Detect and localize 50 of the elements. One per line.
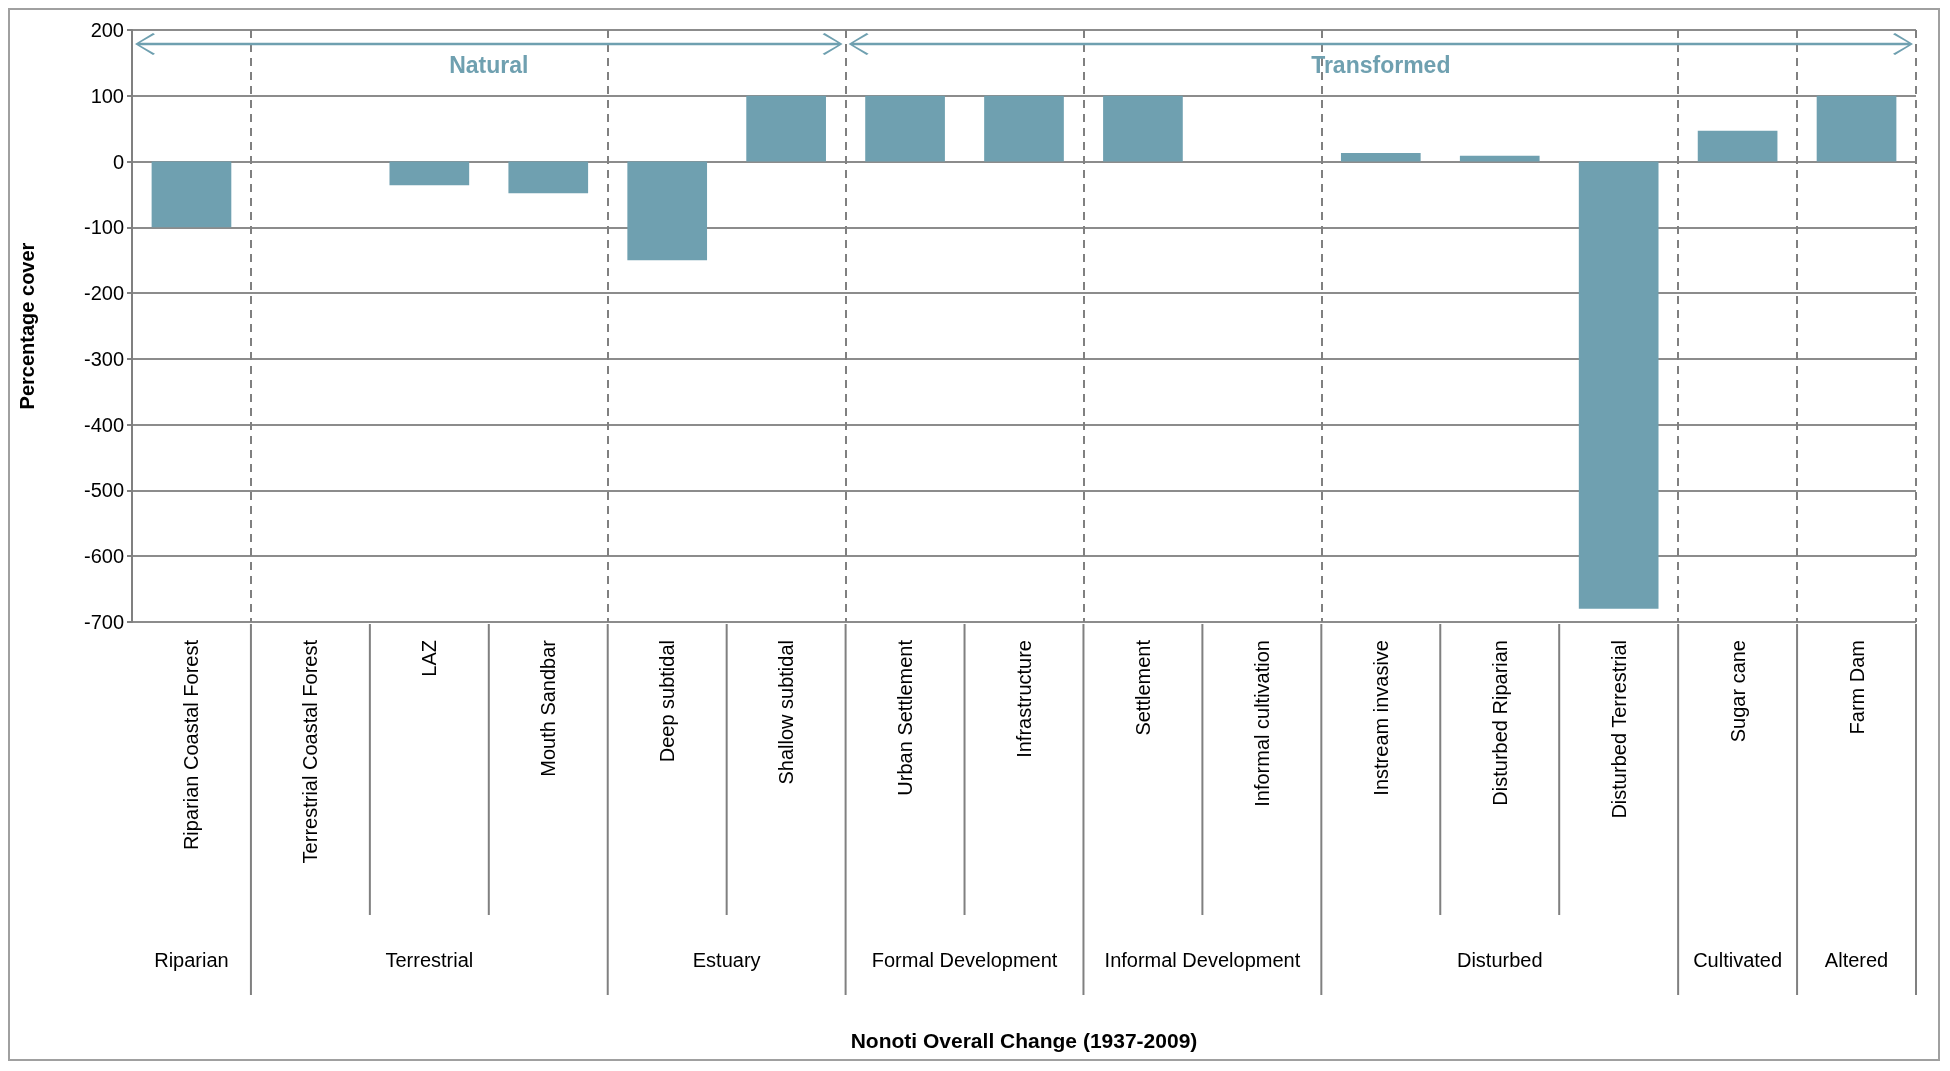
bar (984, 95, 1064, 162)
x-tick-label: Farm Dam (1845, 640, 1868, 735)
bar (865, 95, 945, 162)
bar (1340, 153, 1421, 162)
x-tick-label: Riparian Coastal Forest (180, 639, 203, 851)
x-tick-label: Shallow subtidal (775, 640, 798, 785)
y-tick-label: -400 (83, 413, 124, 436)
bar (1816, 95, 1897, 162)
y-tick-label: 100 (90, 84, 124, 107)
text: Nonoti Overall Change (1937-2009) (850, 1028, 1198, 1052)
y-tick-label: -600 (83, 545, 124, 568)
x-tick-label: Terrestrial Coastal Forest (299, 639, 322, 864)
bar (1103, 95, 1183, 162)
x-tick-label: Urban Settlement (894, 639, 917, 796)
text: Cultivated (1693, 949, 1783, 971)
text: Terrestrial (385, 949, 474, 971)
y-tick-label: -700 (83, 611, 124, 633)
bar (151, 161, 232, 228)
y-tick-label: -100 (83, 216, 124, 239)
y-tick-label: -200 (83, 282, 124, 305)
text: Estuary (692, 949, 761, 971)
text: Riparian (154, 949, 229, 971)
x-tick-label: Mouth Sandbar (537, 639, 560, 777)
text: Informal Development (1104, 949, 1301, 971)
x-tick-label: Instream invasive (1369, 640, 1392, 796)
annotation: Natural (449, 52, 529, 78)
bar (1578, 161, 1659, 609)
x-tick-label: Sugar cane (1726, 640, 1749, 743)
x-tick-label: Infrastructure (1013, 640, 1035, 758)
bar (1459, 155, 1540, 162)
y-tick-label: 200 (90, 19, 124, 41)
x-tick-label: Deep subtidal (656, 640, 679, 763)
bar (389, 161, 470, 186)
bar (508, 161, 589, 194)
x-tick-label: LAZ (418, 640, 441, 677)
text: Formal Development (871, 949, 1058, 971)
y-tick-label: -300 (83, 347, 124, 370)
text: Disturbed (1456, 949, 1543, 971)
y-tick-label: -500 (83, 479, 124, 502)
x-tick-label: Disturbed Riparian (1488, 640, 1511, 806)
x-tick-label: Settlement (1131, 639, 1154, 736)
x-tick-label: Disturbed Terrestrial (1607, 640, 1630, 819)
bar (1697, 130, 1778, 162)
bar (627, 161, 708, 261)
x-tick-label: Informal cultivation (1250, 640, 1273, 807)
y-axis-title: Percentage cover (16, 242, 38, 410)
text: Altered (1824, 949, 1889, 971)
y-tick-label: 0 (112, 150, 124, 173)
annotation: Transformed (1311, 52, 1451, 78)
bar (746, 95, 826, 162)
